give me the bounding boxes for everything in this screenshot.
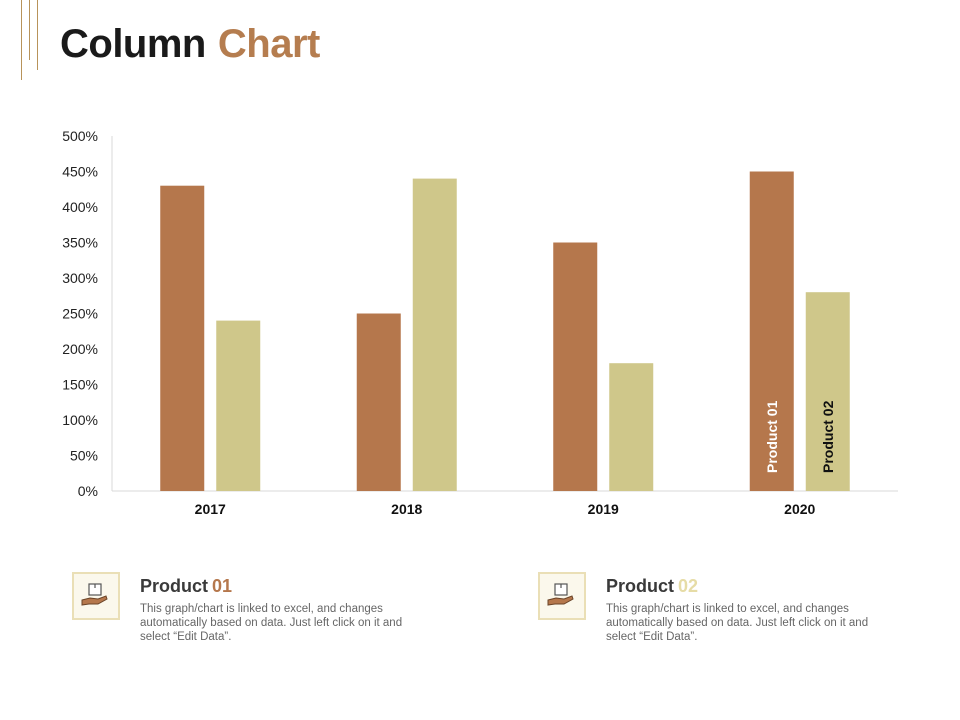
y-tick-label: 350% [62,235,98,251]
x-tick-label: 2017 [195,501,226,517]
column-chart: 0% 50% 100% 150% 200% 250% 300% 350% 400% 450% 500… [62,128,898,517]
bar [553,242,598,491]
series-labels: Product 01 Product 02 [764,400,836,473]
icon-frame [538,572,586,620]
decor-line-3 [37,0,38,70]
bar [805,292,850,491]
x-tick-label: 2020 [784,501,815,517]
series-label: Product 01 [764,400,780,473]
y-tick-label: 500% [62,128,98,144]
y-tick-label: 50% [70,448,98,464]
y-tick-label: 150% [62,377,98,393]
x-tick-label: 2018 [391,501,422,517]
bar [356,313,401,491]
legend-title-number: 02 [678,576,699,596]
decor-line-2 [29,0,30,60]
legend-title: Product 02 [606,576,698,597]
y-axis: 0% 50% 100% 150% 200% 250% 300% 350% 400% 450% 500… [62,128,113,499]
y-tick-label: 0% [78,483,98,499]
series-label: Product 02 [820,400,836,473]
page-title: Column Chart [60,22,320,67]
legend-title-number: 01 [212,576,233,596]
legend-description: This graph/chart is linked to excel, and… [606,603,869,643]
y-tick-label: 450% [62,164,98,180]
y-tick-label: 200% [62,341,98,357]
title-word-2: Chart [217,22,320,66]
legend-title: Product 01 [140,576,232,597]
decor-line-1 [21,0,22,80]
bar [216,320,261,491]
bar [609,363,654,491]
y-tick-label: 300% [62,270,98,286]
title-word-1: Column [60,22,206,66]
y-tick-label: 100% [62,412,98,428]
legend-title-text: Product [606,576,675,596]
bars [160,171,850,491]
icon-frame [72,572,120,620]
hand-holding-box-icon [81,583,108,606]
y-tick-label: 400% [62,199,98,215]
y-tick-label: 250% [62,306,98,322]
x-axis: 2017 2018 2019 2020 [112,490,898,517]
x-tick-label: 2019 [588,501,619,517]
legend-description: This graph/chart is linked to excel, and… [140,603,403,643]
bar [412,178,457,491]
bar [749,171,794,491]
legend-title-text: Product [140,576,209,596]
bar [160,185,205,491]
hand-holding-box-icon [547,583,574,606]
